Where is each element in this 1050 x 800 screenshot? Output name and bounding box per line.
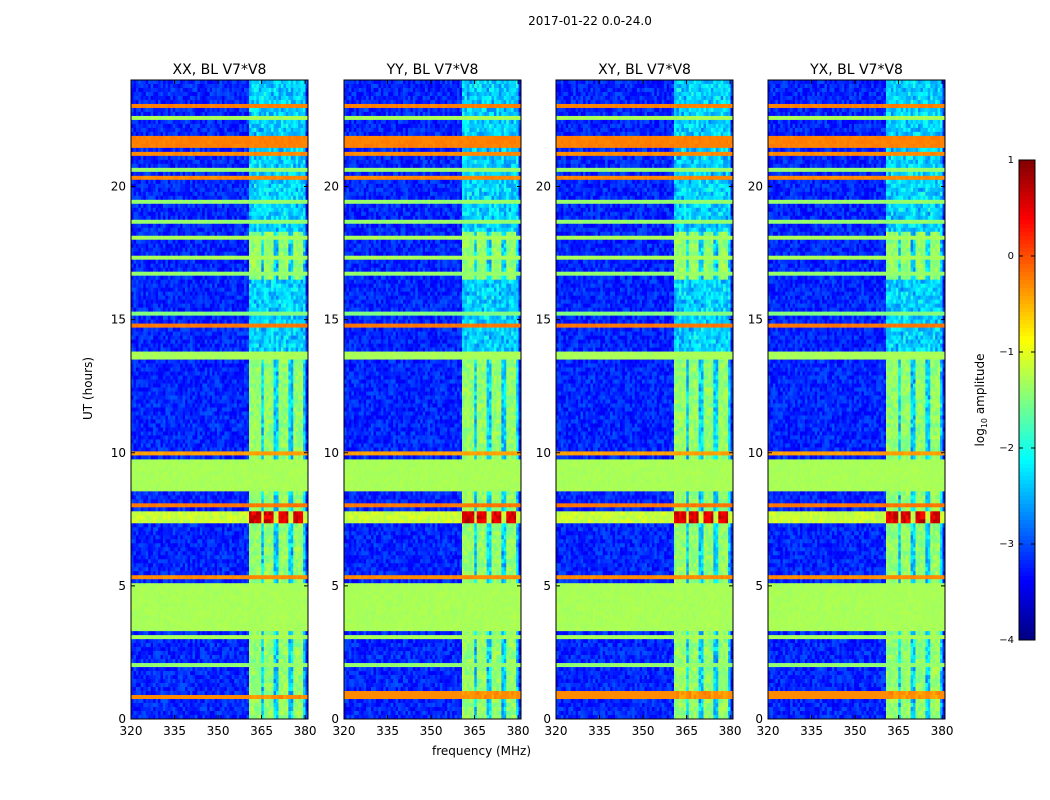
panel-3-x-tick-label: 350 (632, 724, 655, 738)
panel-4-y-tick-label: 20 (748, 180, 763, 194)
panel-3-y-tick-label: 15 (536, 313, 551, 327)
panel-4-x-tick-label: 350 (844, 724, 867, 738)
colorbar-tick-label: 0 (1008, 251, 1014, 262)
panel-2-x-tick-label: 365 (463, 724, 486, 738)
panel-1-frame (130, 79, 309, 720)
panel-3-x-tick-label: 380 (719, 724, 742, 738)
panel-4-frame (767, 79, 946, 720)
panel-2-y-tick-label: 15 (324, 313, 339, 327)
panel-2: YY, BL V7*V8 320 335 350 365 380 0 5 10 15 20 (324, 62, 530, 738)
panel-3-x-tick-label: 365 (675, 724, 698, 738)
colorbar-tick-label: −1 (999, 347, 1014, 358)
colorbar-tick-label: −3 (999, 539, 1014, 550)
panel-4-heatmap (768, 80, 945, 719)
panel-2-x-tick-label: 335 (376, 724, 399, 738)
panel-1-x-tick-label: 350 (207, 724, 230, 738)
panel-3-x-tick-label: 335 (588, 724, 611, 738)
panel-1-x-tick-label: 380 (294, 724, 317, 738)
colorbar-label: log10 amplitude (973, 354, 989, 447)
panel-1-heatmap (131, 80, 308, 719)
panel-4-y-tick-label: 0 (755, 712, 763, 726)
panel-4-title: YX, BL V7*V8 (809, 62, 903, 78)
panel-4-y-tick-label: 10 (748, 446, 763, 460)
panel-2-frame (343, 79, 522, 720)
panel-1-y-tick-label: 15 (111, 313, 126, 327)
panel-3-y-tick-label: 10 (536, 446, 551, 460)
panel-3-x-tick-label: 320 (545, 724, 568, 738)
panel-3-y-tick-label: 5 (543, 579, 551, 593)
panel-1-x-tick-label: 365 (250, 724, 273, 738)
panel-3: XY, BL V7*V8 320 335 350 365 380 0 5 10 15 20 (536, 62, 742, 738)
panel-3-heatmap (556, 80, 733, 719)
panel-1-x-tick-label: 335 (163, 724, 186, 738)
panel-1-x-tick-label: 320 (120, 724, 143, 738)
panel-4: YX, BL V7*V8 320 335 350 365 380 0 5 10 15 20 (748, 62, 954, 738)
colorbar-tick-label: −2 (999, 443, 1014, 454)
panel-1-title: XX, BL V7*V8 (173, 62, 267, 78)
colorbar-tick-label: 1 (1008, 155, 1014, 166)
panel-4-y-tick-label: 15 (748, 313, 763, 327)
panel-2-x-tick-label: 320 (333, 724, 356, 738)
panel-2-heatmap (344, 80, 521, 719)
panel-3-y-tick-label: 20 (536, 180, 551, 194)
panel-1-y-tick-label: 20 (111, 180, 126, 194)
panel-4-x-tick-label: 380 (931, 724, 954, 738)
panel-4-x-tick-label: 320 (757, 724, 780, 738)
panel-3-y-tick-label: 0 (543, 712, 551, 726)
panel-4-y-tick-label: 5 (755, 579, 763, 593)
figure-suptitle: 2017-01-22 0.0-24.0 (0, 14, 1050, 28)
panel-2-y-tick-label: 10 (324, 446, 339, 460)
panel-2-y-tick-label: 20 (324, 180, 339, 194)
panel-3-frame (555, 79, 734, 720)
panel-1-y-tick-label: 10 (111, 446, 126, 460)
colorbar-tick-label: −4 (999, 635, 1014, 646)
panel-1-y-tick-label: 0 (118, 712, 126, 726)
panel-4-x-tick-label: 335 (800, 724, 823, 738)
panel-1: XX, BL V7*V8 320 335 350 365 380 0 5 10 15 20 (111, 62, 317, 738)
panel-2-title: YY, BL V7*V8 (386, 62, 479, 78)
panel-4-x-tick-label: 365 (887, 724, 910, 738)
panel-1-y-tick-label: 5 (118, 579, 126, 593)
panel-2-y-tick-label: 5 (331, 579, 339, 593)
panel-2-x-tick-label: 350 (420, 724, 443, 738)
y-axis-label: UT (hours) (81, 357, 95, 420)
colorbar: 1 0 −1 −2 −3 −4 (999, 155, 1036, 646)
panel-2-x-tick-label: 380 (507, 724, 530, 738)
colorbar-frame (1018, 159, 1036, 641)
x-axis-label: frequency (MHz) (432, 744, 531, 758)
panel-2-y-tick-label: 0 (331, 712, 339, 726)
panel-3-title: XY, BL V7*V8 (598, 62, 691, 78)
